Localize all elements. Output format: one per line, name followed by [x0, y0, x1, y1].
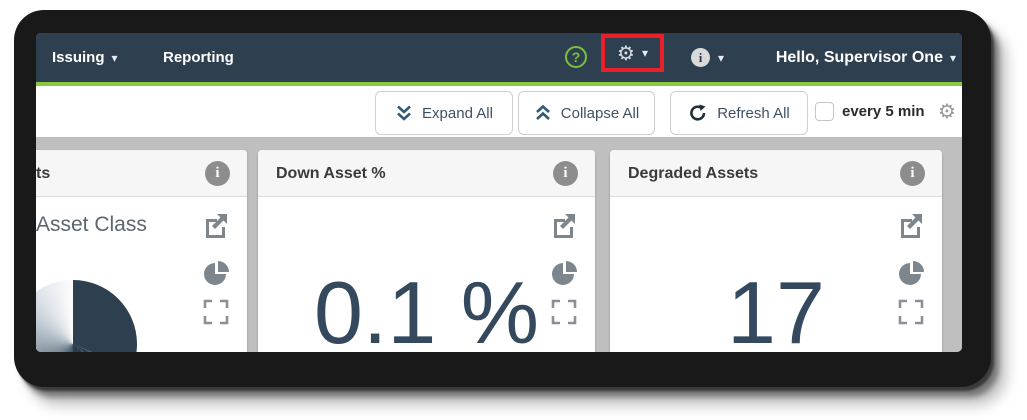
red-highlight-box: ⚙ ▾ — [601, 34, 664, 72]
pie-chart-icon[interactable] — [202, 260, 230, 288]
dashboard-toolbar: Expand All Collapse All Refresh All ever… — [36, 86, 962, 137]
chevron-down-icon: ▾ — [949, 51, 956, 65]
auto-refresh-gear-icon[interactable]: ⚙ — [938, 99, 956, 123]
fullscreen-icon[interactable] — [550, 298, 578, 326]
expand-all-label: Expand All — [422, 104, 493, 122]
dashboard-area: ts i Asset Class — [36, 137, 962, 352]
auto-refresh-checkbox[interactable] — [815, 102, 834, 121]
degraded-assets-value: 17 — [727, 263, 825, 353]
refresh-icon — [690, 104, 706, 121]
app-window: Issuing ▾ Reporting ? ⚙ ▾ i ▾ Hello, Supe… — [36, 33, 962, 352]
fullscreen-icon[interactable] — [202, 298, 230, 326]
pie-chart-icon[interactable] — [897, 260, 925, 288]
card-header: ts i — [36, 150, 247, 197]
nav-menu-issuing[interactable]: Issuing ▾ — [52, 33, 118, 82]
card-header: Degraded Assets i — [610, 150, 942, 197]
info-menu-caret[interactable]: ▾ — [718, 33, 724, 82]
double-chevron-down-icon — [397, 105, 411, 121]
info-icon[interactable]: i — [205, 161, 230, 186]
refresh-all-label: Refresh All — [717, 104, 790, 122]
refresh-all-button[interactable]: Refresh All — [670, 91, 808, 135]
card-body: 0.1 % — [258, 197, 595, 352]
card-body: 17 — [610, 197, 942, 352]
card-title: ts — [36, 165, 51, 182]
card-down-asset-pct: Down Asset % i 0.1 % — [258, 150, 595, 352]
card-header: Down Asset % i — [258, 150, 595, 197]
card-body: Asset Class — [36, 197, 247, 352]
fullscreen-icon[interactable] — [897, 298, 925, 326]
screenshot-frame: Issuing ▾ Reporting ? ⚙ ▾ i ▾ Hello, Supe… — [14, 10, 991, 387]
collapse-all-button[interactable]: Collapse All — [518, 91, 655, 135]
chevron-down-icon[interactable]: ▾ — [641, 46, 648, 60]
info-icon[interactable]: i — [900, 161, 925, 186]
help-icon[interactable]: ? — [565, 46, 587, 68]
external-link-icon[interactable] — [897, 211, 925, 239]
card-title: Down Asset % — [276, 165, 386, 182]
external-link-icon[interactable] — [550, 211, 578, 239]
collapse-all-label: Collapse All — [560, 104, 640, 122]
card-assets-pie: ts i Asset Class — [36, 150, 247, 352]
settings-gear-icon[interactable]: ⚙ — [617, 41, 635, 65]
user-menu[interactable]: Hello, Supervisor One ▾ — [776, 33, 956, 82]
down-asset-pct-value: 0.1 % — [313, 263, 540, 353]
auto-refresh-label: every 5 min — [842, 103, 925, 120]
chevron-down-icon: ▾ — [718, 51, 725, 65]
nav-menu-issuing-label: Issuing — [52, 49, 105, 66]
card-degraded-assets: Degraded Assets i 17 — [610, 150, 942, 352]
accent-divider — [36, 82, 962, 86]
expand-all-button[interactable]: Expand All — [375, 91, 513, 135]
user-greeting-label: Hello, Supervisor One — [775, 49, 943, 66]
external-link-icon[interactable] — [202, 211, 230, 239]
pie-chart-icon[interactable] — [550, 260, 578, 288]
chevron-down-icon: ▾ — [111, 51, 118, 65]
nav-menu-reporting[interactable]: Reporting — [163, 33, 234, 82]
double-chevron-up-icon — [535, 104, 550, 120]
top-navbar: Issuing ▾ Reporting ? ⚙ ▾ i ▾ Hello, Supe… — [36, 33, 962, 82]
nav-menu-reporting-label: Reporting — [163, 49, 234, 66]
info-icon[interactable]: i — [691, 48, 710, 67]
card-title: Degraded Assets — [628, 165, 759, 182]
info-icon[interactable]: i — [553, 161, 578, 186]
asset-class-pie-chart[interactable] — [36, 280, 137, 352]
pie-subtitle: Asset Class — [36, 213, 147, 236]
